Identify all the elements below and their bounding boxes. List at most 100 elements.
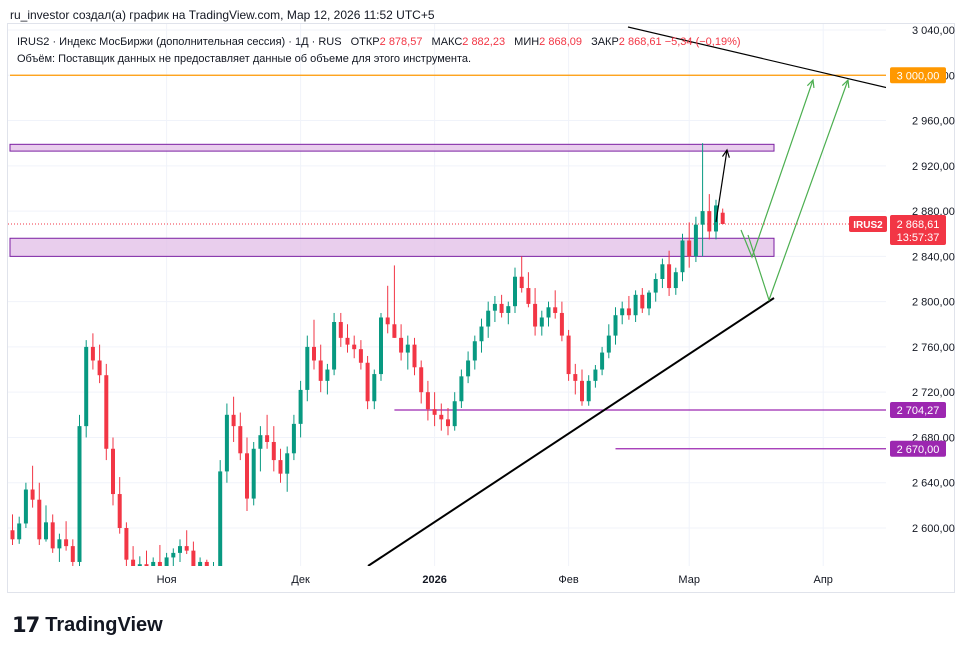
candle-body — [224, 414, 229, 472]
candle — [546, 301, 551, 327]
candle-body — [653, 279, 658, 293]
candle-body — [352, 344, 357, 350]
tradingview-logo[interactable]: 17 TradingView — [12, 612, 163, 638]
x-tick-label: Ноя — [157, 574, 177, 586]
candle-body — [157, 561, 162, 566]
candle — [164, 552, 169, 566]
candle — [224, 403, 229, 483]
candle-body — [151, 561, 156, 566]
candle-body — [164, 557, 169, 566]
candle-body — [17, 523, 22, 540]
drawings — [367, 26, 886, 566]
resistance-zone — [9, 143, 775, 152]
candle-body — [546, 307, 551, 318]
resistance-trendline — [627, 26, 886, 89]
y-tick-label: 2 960,00 — [912, 116, 955, 128]
candle — [298, 380, 303, 438]
candle-body — [613, 315, 618, 336]
candle-body — [626, 308, 631, 316]
axis-label-2704: 2 704,27 — [890, 401, 946, 418]
author-line: ru_investor создал(а) график на TradingV… — [10, 8, 435, 22]
candle — [372, 369, 377, 410]
candle — [693, 216, 698, 263]
candle — [653, 273, 658, 302]
candle — [318, 344, 323, 393]
candle-body — [379, 317, 383, 375]
candle — [620, 301, 625, 325]
candle-body — [77, 426, 82, 562]
green-arrow-1-head — [806, 78, 815, 89]
candle-body — [291, 423, 296, 454]
zones — [9, 143, 775, 257]
candle — [338, 312, 343, 347]
candle — [539, 310, 544, 336]
x-tick-label: Дек — [291, 574, 310, 586]
candle-body — [325, 369, 330, 381]
candle — [90, 333, 95, 370]
candle — [459, 369, 464, 409]
candle — [492, 295, 497, 323]
x-tick-label: Апр — [813, 574, 832, 586]
candle-body — [425, 392, 430, 410]
candle-body — [212, 566, 216, 575]
candle-body — [298, 389, 303, 424]
tradingview-logo-icon: 17 — [12, 613, 40, 637]
candle — [452, 392, 457, 431]
candle-body — [519, 276, 524, 289]
candle — [667, 250, 672, 296]
candle — [680, 233, 685, 282]
y-tick-label: 2 800,00 — [912, 297, 955, 309]
candle — [647, 290, 651, 316]
candle — [57, 533, 62, 562]
axis-label-2670-text: 2 670,00 — [897, 444, 940, 456]
candle — [626, 295, 631, 320]
candle-body — [84, 346, 89, 427]
candle — [432, 392, 437, 427]
green-arrow-2 — [747, 78, 850, 302]
chart-frame — [7, 23, 955, 593]
candle — [291, 414, 296, 461]
candle — [231, 396, 236, 442]
candle — [673, 267, 678, 295]
candle — [212, 561, 216, 575]
candle — [70, 539, 75, 566]
axis-label-3000-bg — [890, 67, 946, 84]
candle-body — [600, 352, 605, 370]
candle-body — [559, 312, 564, 336]
black-arrow-path — [715, 149, 728, 223]
candle-body — [111, 448, 115, 495]
candle-body — [312, 346, 316, 361]
legend-close-label: ЗАКР — [591, 36, 619, 48]
candle — [479, 318, 484, 353]
legend-high: 2 882,23 — [462, 36, 506, 48]
green-arrow-2-head — [841, 78, 850, 89]
candle — [707, 194, 712, 240]
candle — [265, 414, 270, 449]
candle — [586, 375, 591, 406]
candle-body — [693, 224, 698, 257]
candle — [352, 335, 357, 359]
candle-body — [446, 419, 450, 427]
candle-body — [526, 288, 531, 304]
support-zone — [9, 237, 775, 257]
x-tick-label: Мар — [678, 574, 700, 586]
candle-body — [593, 369, 598, 381]
candle-body — [633, 294, 638, 316]
green-arrow-1-path — [740, 79, 814, 259]
candle-body — [640, 294, 645, 309]
candle — [184, 530, 189, 555]
candle-body — [231, 414, 236, 427]
candle-body — [218, 471, 223, 566]
candle — [566, 329, 571, 381]
time-axis: Ноя Дек 2026 Фев Мар Апр — [157, 574, 833, 586]
candle — [573, 363, 578, 395]
candle — [17, 516, 22, 544]
y-tick-label: 2 760,00 — [912, 342, 955, 354]
axis-label-2704-text: 2 704,27 — [897, 405, 940, 417]
candle — [191, 541, 196, 566]
candle-body — [204, 561, 209, 566]
candle — [358, 340, 363, 370]
candle — [580, 369, 584, 406]
current-price-text: 2 868,61 — [897, 219, 940, 231]
